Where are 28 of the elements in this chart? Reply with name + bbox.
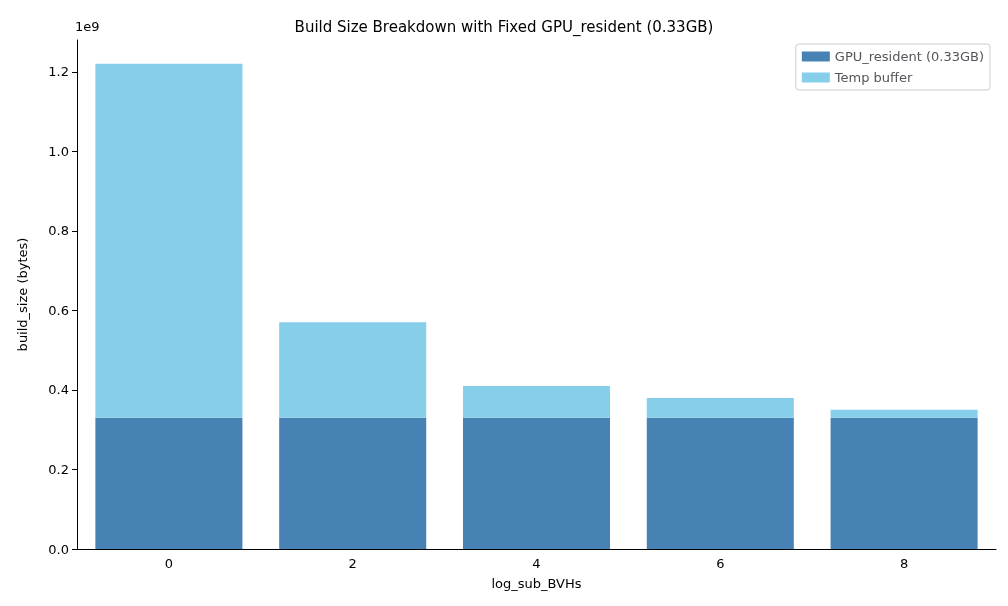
y-tick-label: 1.2 (48, 64, 69, 80)
bar (462, 417, 611, 549)
x-axis-title: log_sub_BVHs (491, 576, 582, 591)
x-tick-label: 4 (532, 556, 541, 571)
bar (279, 417, 427, 549)
x-tick-label: 0 (164, 556, 174, 571)
legend-label: Temp buffer (833, 70, 914, 85)
bar (646, 417, 794, 549)
y-axis-title: build_size (bytes) (15, 237, 30, 352)
y-tick-label: 0.6 (48, 302, 69, 318)
bar (95, 63, 243, 418)
text: 1e9 (75, 19, 100, 34)
y-tick-label: 0.0 (48, 541, 69, 557)
bar (830, 409, 978, 418)
y-tick-label: 0.8 (48, 223, 69, 239)
bar (830, 417, 978, 549)
x-tick-label: 6 (716, 556, 725, 571)
chart-title: Build Size Breakdown with Fixed GPU_resident (0.33GB) (294, 17, 714, 37)
bar (95, 417, 243, 549)
x-tick-label: 2 (348, 556, 357, 571)
y-tick-label: 0.4 (48, 382, 69, 398)
legend-label: GPU_resident (0.33GB) (834, 49, 984, 64)
y-tick-label: 1.0 (48, 143, 69, 159)
bar (462, 385, 611, 418)
x-tick-label: 8 (899, 556, 909, 571)
y-tick-label: 0.2 (48, 461, 69, 477)
bar (646, 397, 794, 418)
bar (279, 322, 427, 418)
